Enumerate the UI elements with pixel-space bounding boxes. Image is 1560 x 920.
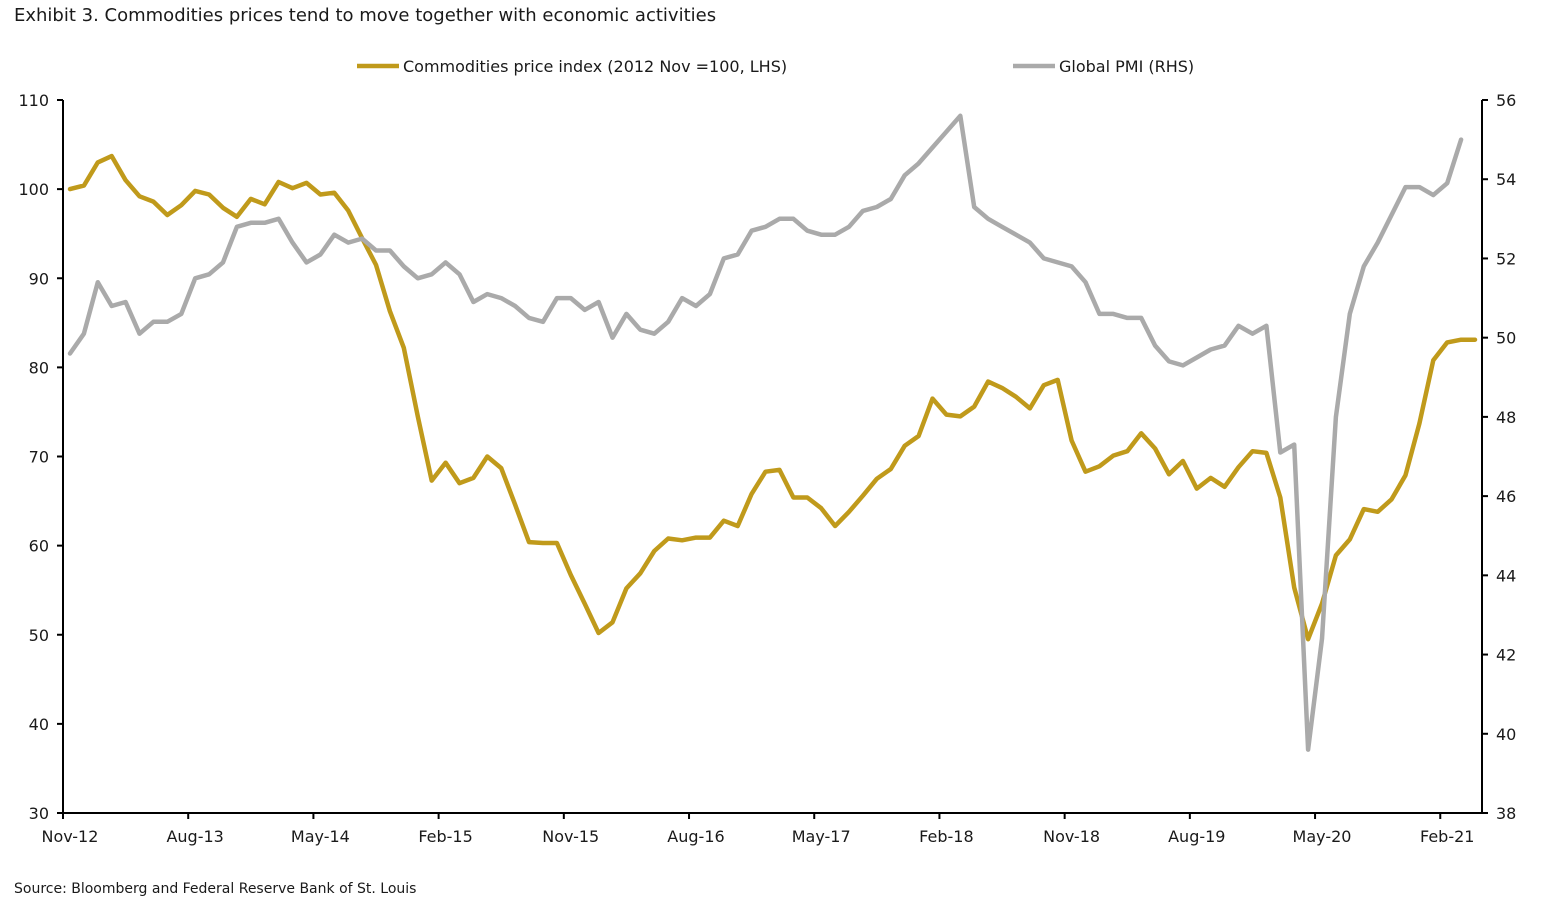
x-axis-tick-label: May-20 — [1293, 827, 1352, 846]
right-axis-tick-label: 40 — [1496, 725, 1516, 744]
left-axis-tick-label: 110 — [18, 91, 49, 110]
left-axis-tick-label: 80 — [29, 358, 49, 377]
right-axis-tick-label: 46 — [1496, 487, 1516, 506]
right-axis-tick-label: 48 — [1496, 408, 1516, 427]
x-axis-tick-label: Aug-13 — [166, 827, 223, 846]
x-axis-tick-label: May-14 — [291, 827, 350, 846]
right-axis-tick-label: 52 — [1496, 249, 1516, 268]
chart-source: Source: Bloomberg and Federal Reserve Ba… — [14, 881, 417, 897]
left-axis-tick-label: 70 — [29, 448, 49, 467]
x-axis-tick-label: Feb-15 — [418, 827, 472, 846]
right-axis-tick-label: 42 — [1496, 646, 1516, 665]
right-axis-tick-label: 54 — [1496, 170, 1516, 189]
legend-label: Global PMI (RHS) — [1059, 57, 1194, 76]
x-axis-tick-label: May-17 — [792, 827, 851, 846]
left-axis-tick-label: 100 — [18, 180, 49, 199]
series-line-global-pmi — [67, 113, 1464, 752]
x-axis-tick-label: Feb-18 — [919, 827, 973, 846]
legend-label: Commodities price index (2012 Nov =100, … — [403, 57, 787, 76]
right-axis-tick-label: 56 — [1496, 91, 1516, 110]
left-axis-tick-label: 40 — [29, 715, 49, 734]
x-axis-tick-label: Feb-21 — [1420, 827, 1474, 846]
right-axis-tick-label: 38 — [1496, 804, 1516, 823]
left-axis-tick-label: 90 — [29, 269, 49, 288]
x-axis-tick-label: Nov-18 — [1043, 827, 1100, 846]
left-axis-tick-label: 50 — [29, 626, 49, 645]
right-axis-tick-label: 44 — [1496, 566, 1516, 585]
chart-title: Exhibit 3. Commodities prices tend to mo… — [14, 5, 717, 26]
x-axis-tick-label: Aug-16 — [667, 827, 724, 846]
x-axis-tick-label: Nov-15 — [542, 827, 599, 846]
series-line-commodities-index — [67, 153, 1478, 642]
x-axis-tick-label: Nov-12 — [41, 827, 98, 846]
left-axis-tick-label: 60 — [29, 537, 49, 556]
left-axis-tick-label: 30 — [29, 804, 49, 823]
right-axis-tick-label: 50 — [1496, 329, 1516, 348]
x-axis-tick-label: Aug-19 — [1168, 827, 1225, 846]
